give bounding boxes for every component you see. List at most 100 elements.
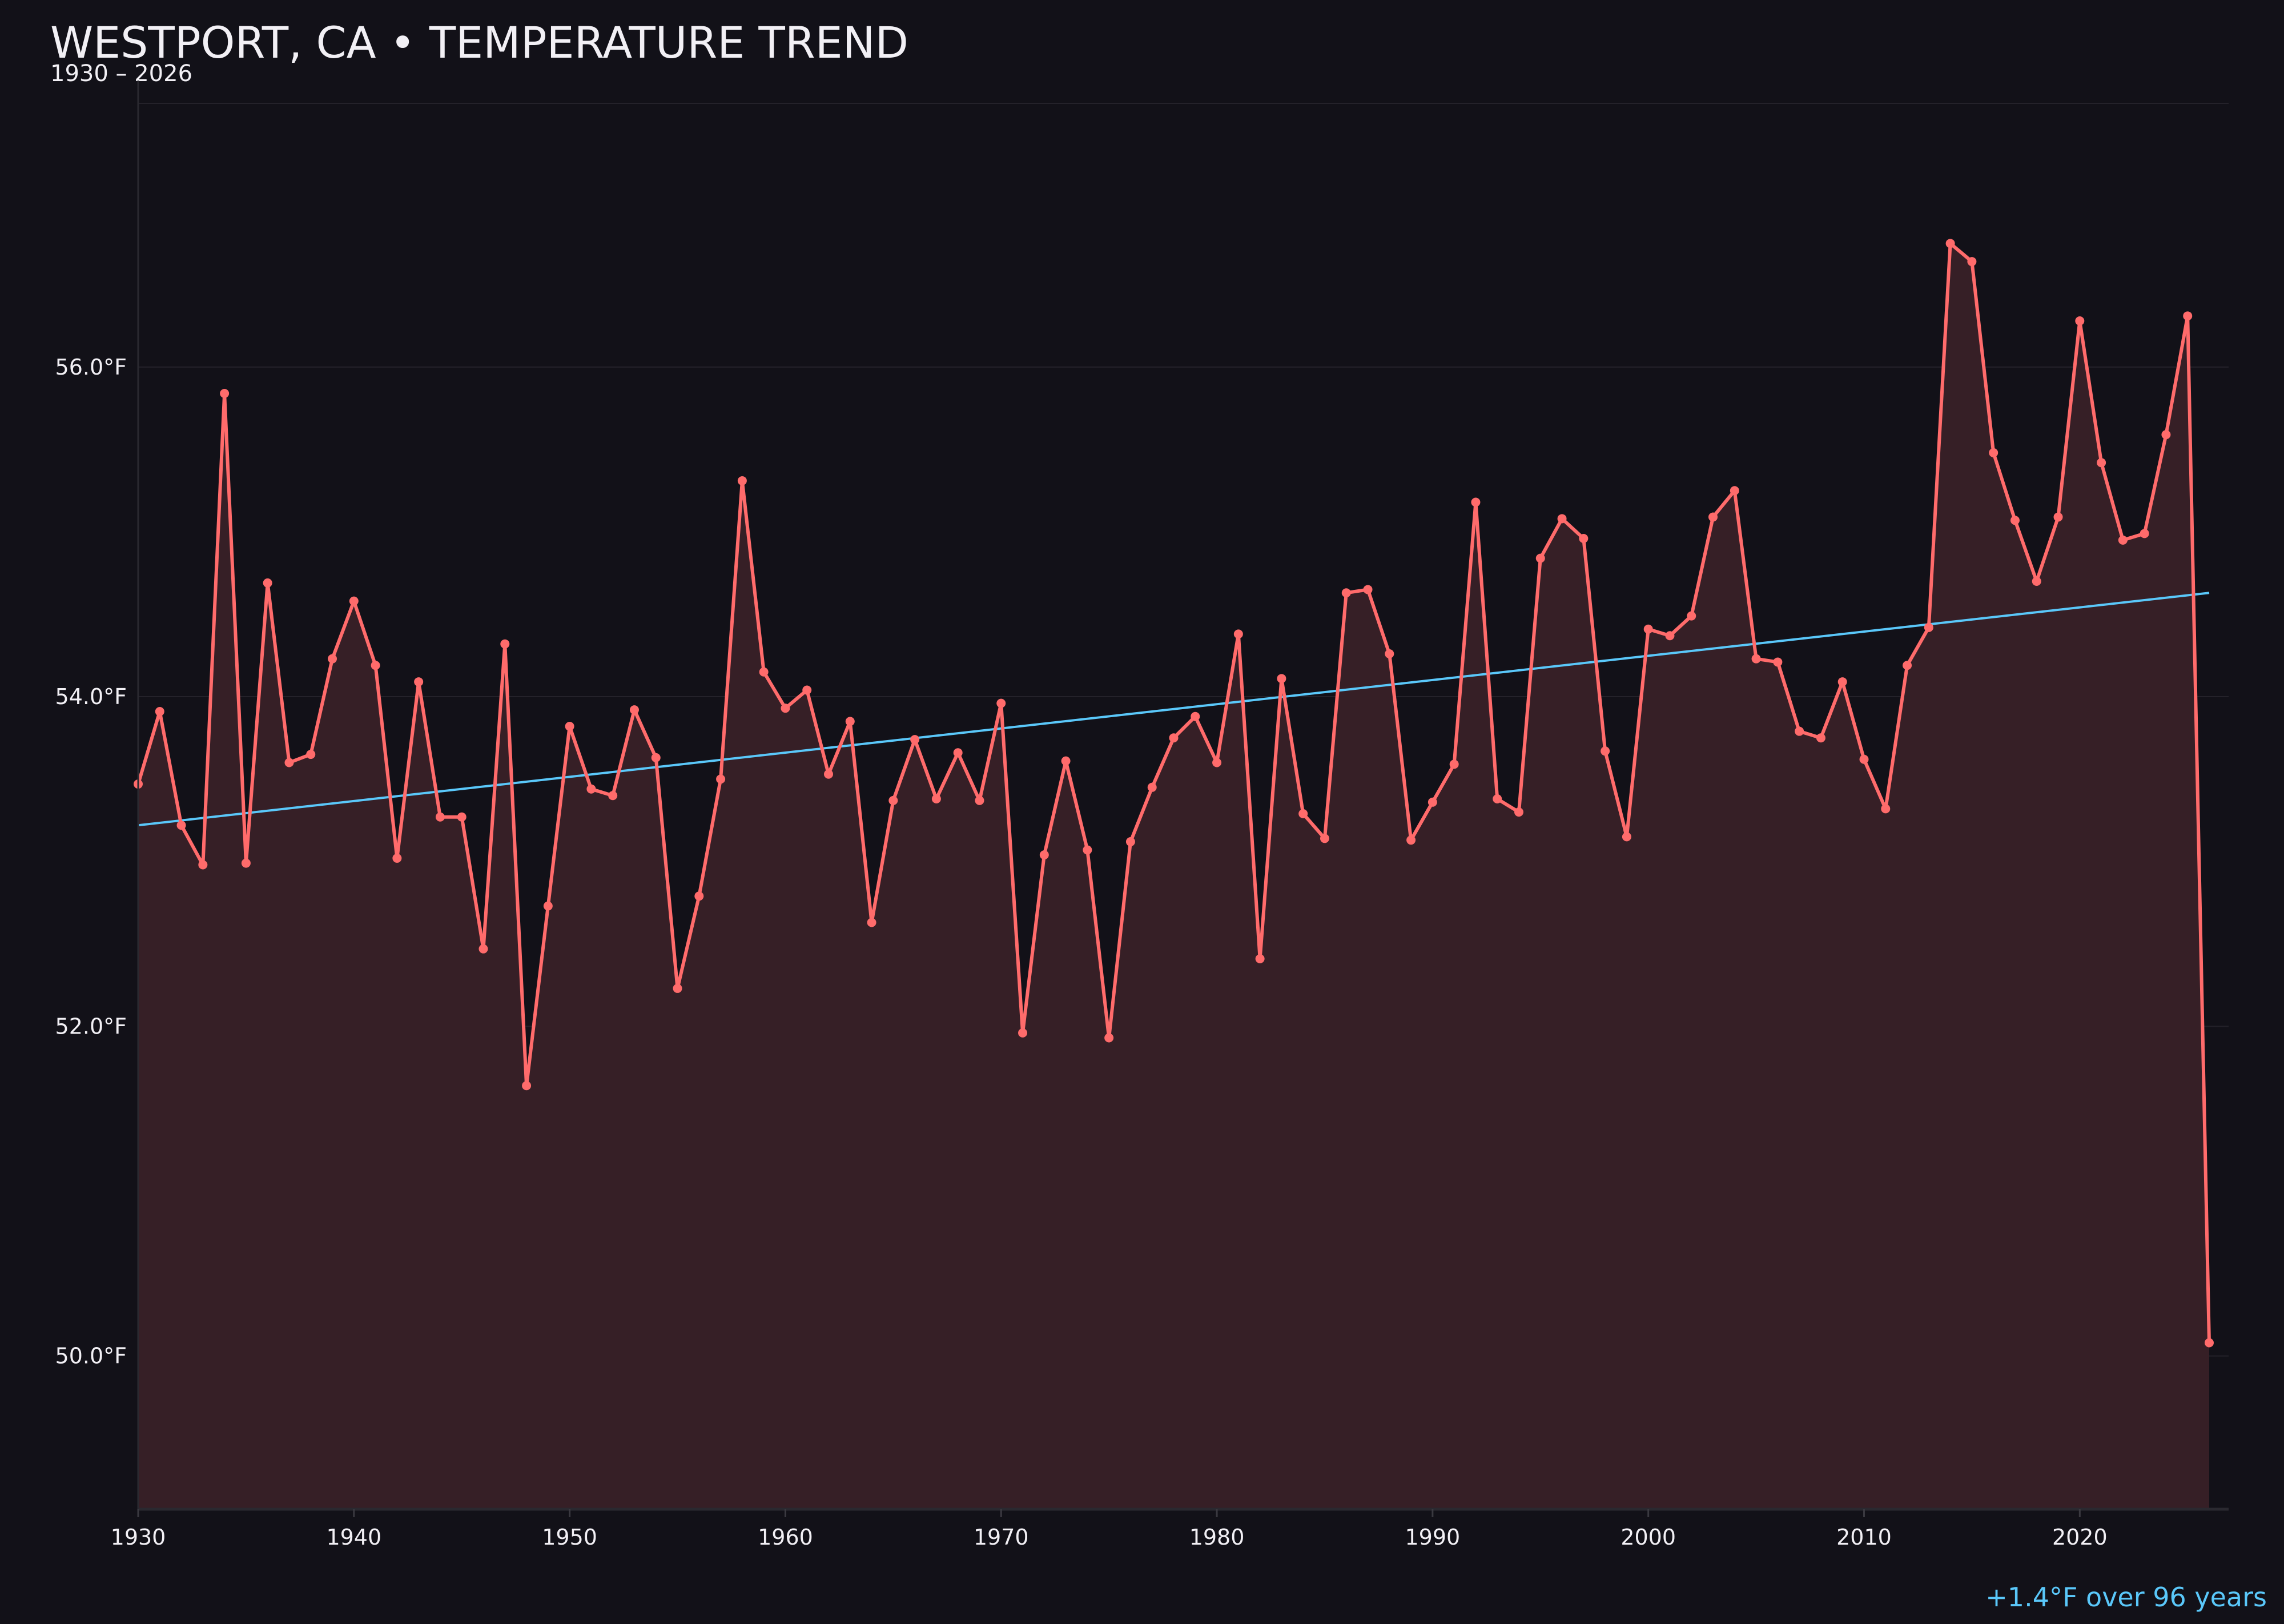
trend-line (138, 592, 2210, 827)
chart-title: WESTPORT, CA • TEMPERATURE TREND (50, 17, 909, 68)
data-point (1233, 629, 1243, 639)
data-point (1341, 588, 1351, 598)
data-point (1083, 845, 1092, 855)
data-point (435, 812, 445, 822)
data-point (1363, 585, 1373, 594)
data-point (737, 476, 747, 485)
data-point (716, 774, 726, 784)
chart-subtitle: 1930 – 2026 (50, 61, 193, 87)
data-point (2075, 316, 2085, 325)
data-point (1320, 834, 1329, 843)
data-point (1535, 553, 1545, 563)
data-point (673, 983, 682, 993)
data-point (1191, 711, 1200, 721)
data-point (2097, 458, 2106, 468)
data-point (241, 858, 251, 868)
data-point (910, 735, 920, 745)
data-point (1643, 624, 1653, 634)
data-point (1773, 657, 1783, 667)
data-point (1039, 850, 1049, 860)
data-point (996, 698, 1006, 708)
data-point (1945, 239, 1955, 248)
data-point (328, 654, 337, 664)
data-point (2204, 1338, 2214, 1348)
data-point (1557, 514, 1567, 524)
data-point (802, 685, 812, 695)
y-tick-label: 54.0°F (55, 684, 127, 709)
x-tick-label: 2020 (2052, 1525, 2108, 1550)
data-point (1493, 794, 1502, 804)
x-tick-label: 1940 (326, 1525, 381, 1550)
data-point (823, 769, 833, 779)
data-point (1967, 257, 1977, 267)
x-tick-label: 1950 (542, 1525, 597, 1550)
data-point (1989, 448, 1998, 457)
data-point (629, 705, 639, 715)
data-point (1730, 486, 1739, 496)
data-point (2010, 516, 2020, 525)
data-point (1104, 1033, 1114, 1043)
data-point (2032, 577, 2041, 586)
data-point (1924, 622, 1933, 632)
data-point (543, 901, 553, 911)
area-fill (138, 243, 2209, 1510)
x-tick-label: 1990 (1405, 1525, 1461, 1550)
data-point (1385, 649, 1394, 659)
data-point (975, 795, 984, 805)
data-point (198, 860, 208, 870)
data-point (522, 1081, 532, 1091)
data-point (1169, 733, 1179, 743)
data-point (867, 918, 876, 927)
data-point (220, 388, 230, 398)
data-point (953, 748, 963, 758)
x-tick-label: 1980 (1189, 1525, 1245, 1550)
data-point (478, 944, 488, 954)
data-point (586, 784, 596, 794)
data-point (608, 791, 618, 801)
data-point (2183, 311, 2193, 321)
data-point (1147, 782, 1157, 792)
data-point (1406, 835, 1416, 845)
data-point (155, 707, 164, 717)
x-tick-label: 1960 (758, 1525, 813, 1550)
data-point (2161, 430, 2171, 440)
data-point (845, 717, 855, 726)
data-point (1751, 654, 1761, 664)
data-point (1449, 759, 1459, 769)
x-tick-label: 1930 (111, 1525, 166, 1550)
data-point (1018, 1028, 1028, 1038)
data-point (263, 578, 272, 588)
data-point (1622, 832, 1631, 842)
data-point (176, 821, 186, 830)
data-point (1471, 497, 1481, 507)
data-point (1601, 746, 1610, 756)
data-point (1665, 631, 1675, 641)
data-point (500, 639, 510, 649)
data-point (1687, 611, 1696, 621)
data-point (2053, 512, 2063, 522)
data-point (1427, 797, 1437, 807)
data-point (457, 812, 467, 822)
data-point (1816, 733, 1825, 743)
data-point (1837, 677, 1847, 687)
data-point (371, 661, 380, 670)
data-point (651, 753, 661, 762)
data-point (931, 794, 941, 804)
data-point (1061, 756, 1071, 766)
data-point (1795, 726, 1804, 736)
data-point (1255, 954, 1265, 963)
data-point (1903, 661, 1912, 670)
data-point (694, 891, 704, 901)
data-point (1125, 837, 1135, 847)
data-point (1277, 674, 1286, 684)
data-point (565, 722, 574, 731)
data-point (1579, 533, 1589, 543)
data-point (1881, 804, 1891, 814)
data-point (1212, 758, 1222, 767)
data-point (414, 677, 424, 687)
data-point (306, 750, 316, 759)
data-point (1514, 807, 1523, 817)
y-tick-label: 52.0°F (55, 1014, 127, 1039)
y-tick-label: 56.0°F (55, 355, 127, 380)
